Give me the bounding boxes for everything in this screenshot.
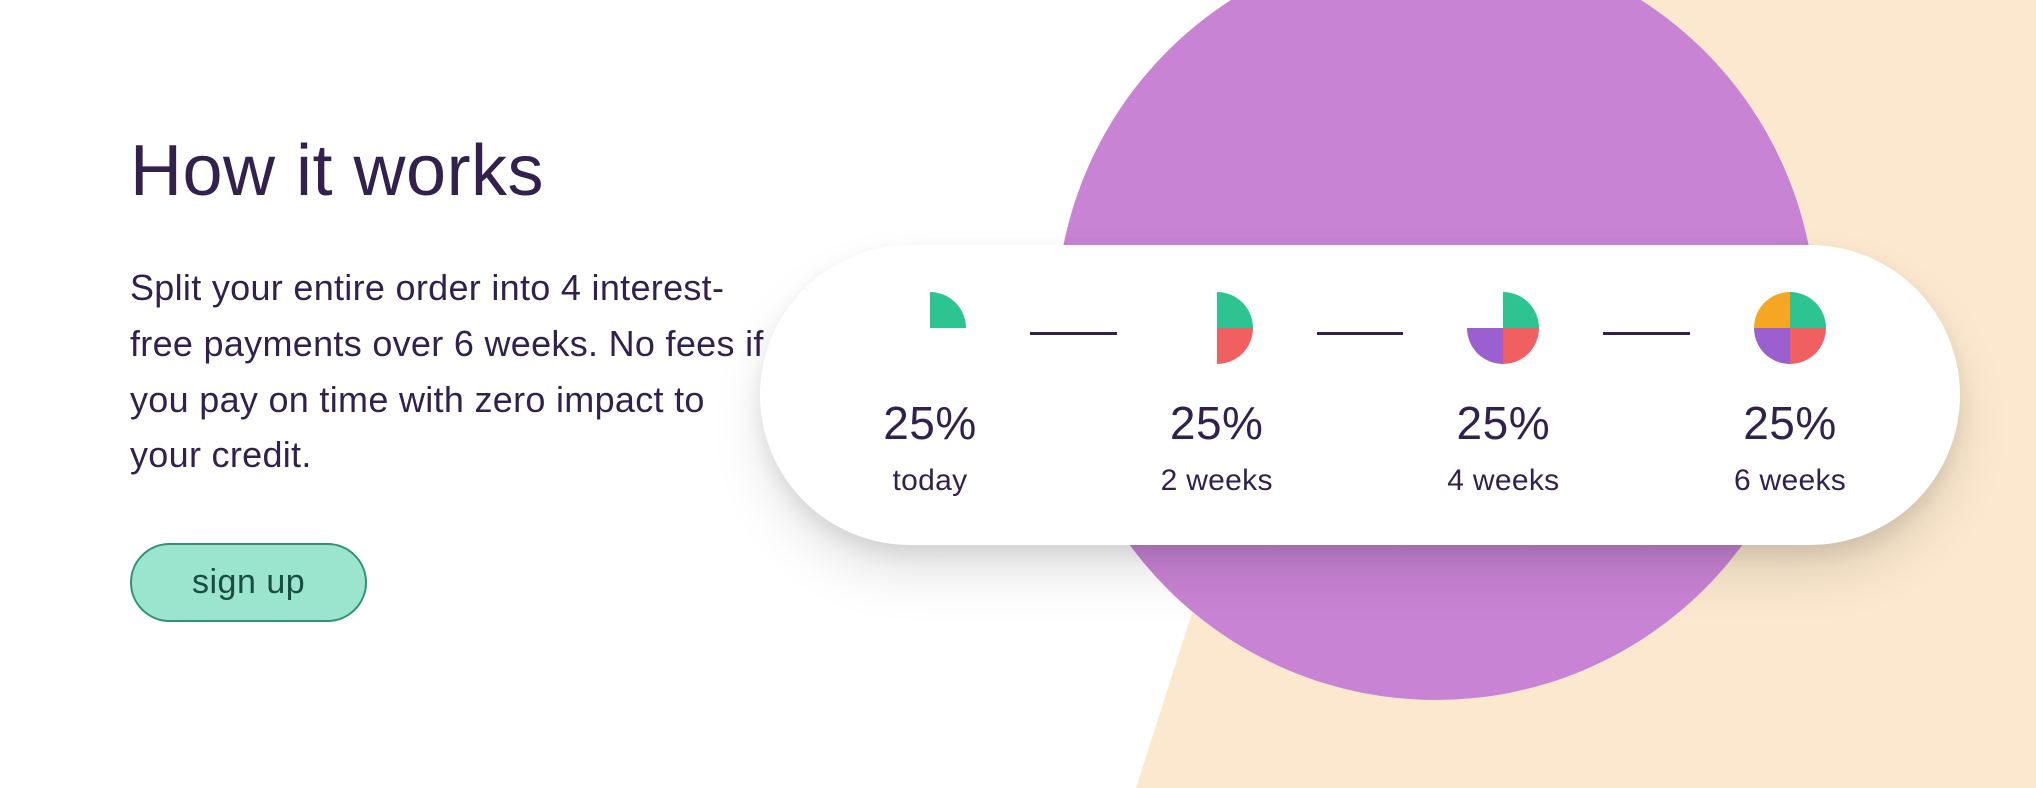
timeline-step: 25% 2 weeks	[1127, 292, 1307, 498]
step-percentage: 25%	[1743, 396, 1837, 450]
pie-quadrant	[1217, 328, 1253, 364]
pie-icon	[1181, 292, 1253, 364]
pie-icon	[1754, 292, 1826, 364]
timeline-connector	[1317, 332, 1404, 335]
pie-icon	[894, 292, 966, 364]
page-description: Split your entire order into 4 interest-…	[130, 260, 770, 483]
signup-button[interactable]: sign up	[130, 543, 367, 622]
pie-quadrant	[1503, 292, 1539, 328]
pie-quadrant	[1754, 328, 1790, 364]
step-percentage: 25%	[883, 396, 977, 450]
timeline-step: 25% 6 weeks	[1700, 292, 1880, 498]
pie-quadrant	[1754, 292, 1790, 328]
timeline-connector	[1603, 332, 1690, 335]
pie-quadrant	[1790, 292, 1826, 328]
hero-content: How it works Split your entire order int…	[130, 130, 770, 622]
timeline-step: 25% 4 weeks	[1413, 292, 1593, 498]
pie-icon	[1467, 292, 1539, 364]
step-timing: today	[893, 464, 968, 498]
pie-quadrant	[1790, 328, 1826, 364]
step-timing: 4 weeks	[1447, 464, 1559, 498]
step-percentage: 25%	[1170, 396, 1264, 450]
step-timing: 6 weeks	[1734, 464, 1846, 498]
step-timing: 2 weeks	[1161, 464, 1273, 498]
timeline-step: 25% today	[840, 292, 1020, 498]
page-title: How it works	[130, 130, 770, 212]
pie-quadrant	[930, 292, 966, 328]
step-percentage: 25%	[1457, 396, 1551, 450]
pie-quadrant	[1503, 328, 1539, 364]
payment-timeline-card: 25% today 25% 2 weeks 25% 4 weeks 25% 6 weeks	[760, 245, 1960, 545]
timeline-connector	[1030, 332, 1117, 335]
pie-quadrant	[1217, 292, 1253, 328]
pie-quadrant	[1467, 328, 1503, 364]
